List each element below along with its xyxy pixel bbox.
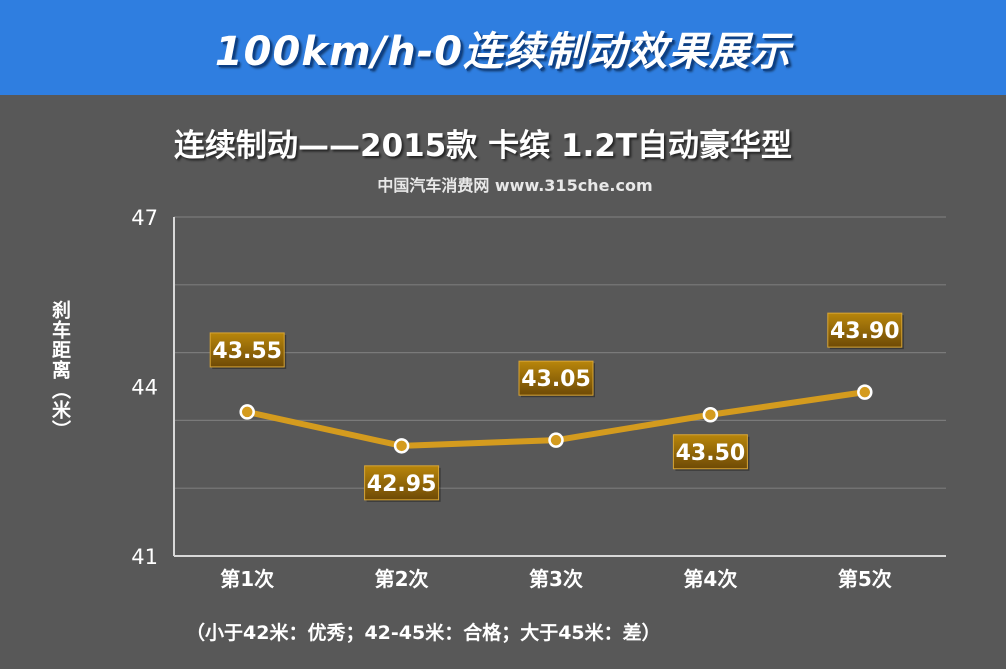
- data-label: 43.55: [212, 339, 282, 364]
- data-label-box: [518, 360, 594, 396]
- data-label: 43.90: [830, 319, 900, 344]
- y-tick-label: 44: [131, 376, 158, 400]
- data-label-box: [364, 465, 440, 501]
- x-tick-label: 第3次: [529, 567, 583, 591]
- data-point: [239, 404, 255, 420]
- data-point: [548, 432, 564, 448]
- x-tick-label: 第5次: [838, 567, 892, 591]
- x-tick-label: 第1次: [220, 567, 274, 591]
- footnote: （小于42米：优秀；42-45米：合格；大于45米：差）: [186, 622, 661, 644]
- data-label-box: [672, 434, 748, 470]
- watermark-subtitle: 中国汽车消费网 www.315che.com: [377, 176, 653, 195]
- data-label-box: [209, 332, 285, 368]
- y-tick-label: 47: [131, 206, 158, 230]
- x-tick-label: 第4次: [683, 567, 737, 591]
- data-point: [702, 407, 719, 423]
- data-label-box: [827, 312, 903, 348]
- data-label: 42.95: [367, 472, 437, 497]
- data-point: [393, 438, 410, 454]
- banner-title: 100km/h-0连续制动效果展示: [214, 28, 792, 75]
- data-label: 43.50: [676, 441, 746, 466]
- y-tick-label: 41: [131, 545, 158, 569]
- header-banner: 100km/h-0连续制动效果展示: [0, 0, 1006, 95]
- data-label: 43.05: [521, 367, 591, 392]
- data-point: [857, 384, 873, 400]
- chart-title: 连续制动——2015款 卡缤 1.2T自动豪华型: [174, 128, 792, 164]
- x-tick-label: 第2次: [375, 567, 429, 591]
- y-axis-label: 刹车距离（米）: [49, 300, 71, 440]
